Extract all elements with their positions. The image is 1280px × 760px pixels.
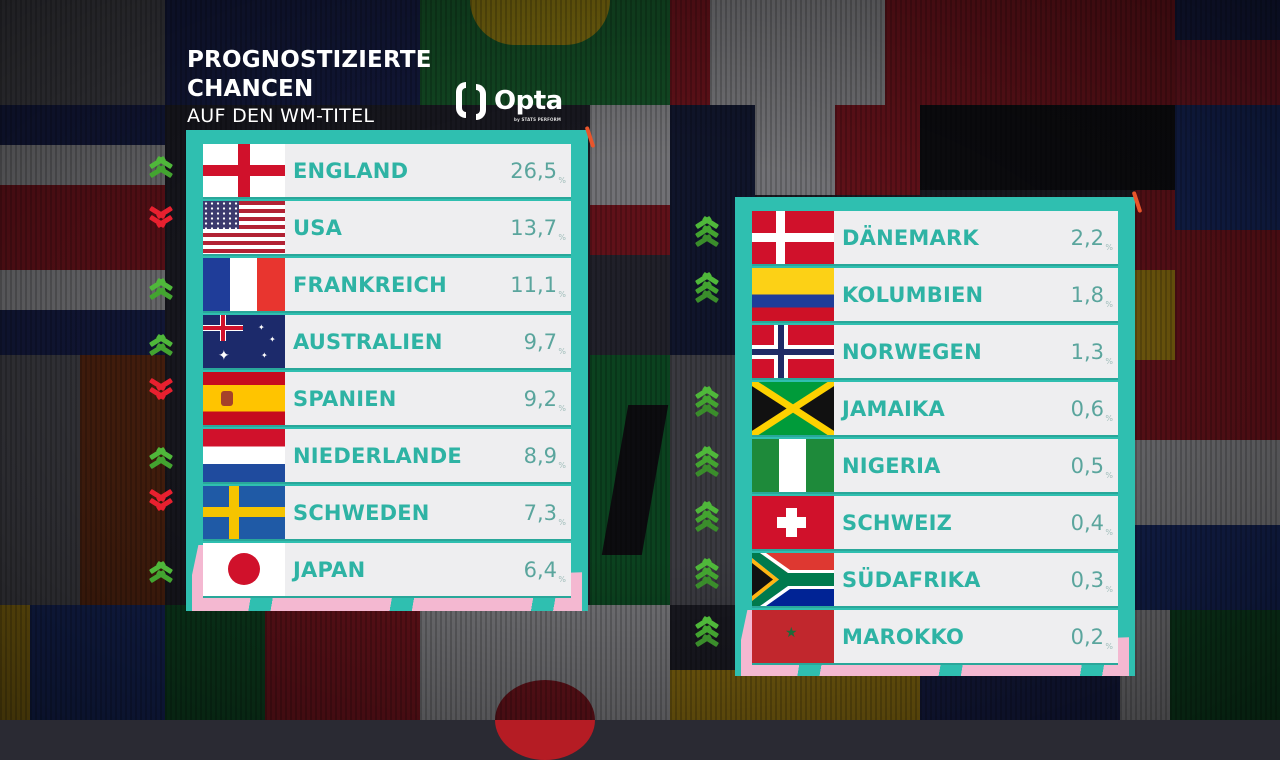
country-row: DÄNEMARK 2,2% bbox=[752, 211, 1118, 264]
country-row: SÜDAFRIKA 0,3% bbox=[752, 553, 1118, 606]
jamaica-flag-icon bbox=[752, 382, 834, 435]
probability-value: 0,3% bbox=[1070, 567, 1113, 594]
ranking-panel-left: ENGLAND 26,5% USA 13,7% FRANKREICH 11,1% bbox=[186, 125, 596, 611]
trend-down-icon bbox=[141, 382, 181, 400]
country-row: FRANKREICH 11,1% bbox=[203, 258, 571, 311]
country-name: JAPAN bbox=[293, 557, 366, 582]
country-name: NORWEGEN bbox=[842, 339, 982, 364]
morocco-flag-icon: ★ bbox=[752, 610, 834, 663]
country-name: KOLUMBIEN bbox=[842, 282, 984, 307]
trend-up-icon bbox=[141, 565, 181, 583]
country-row: NIEDERLANDE 8,9% bbox=[203, 429, 571, 482]
title-line-1: PROGNOSTIZIERTE bbox=[187, 47, 432, 73]
country-name: SCHWEIZ bbox=[842, 510, 953, 535]
country-row: NIGERIA 0,5% bbox=[752, 439, 1118, 492]
country-row: KOLUMBIEN 1,8% bbox=[752, 268, 1118, 321]
country-row: SCHWEIZ 0,4% bbox=[752, 496, 1118, 549]
probability-value: 7,3% bbox=[523, 500, 566, 527]
probability-value: 13,7% bbox=[510, 215, 566, 242]
country-name: FRANKREICH bbox=[293, 272, 447, 297]
country-name: SÜDAFRIKA bbox=[842, 567, 981, 592]
opta-logo-text: Opta by STATS PERFORM bbox=[494, 86, 563, 122]
opta-subtext: by STATS PERFORM bbox=[514, 117, 562, 122]
probability-value: 0,2% bbox=[1070, 624, 1113, 651]
probability-value: 9,7% bbox=[523, 329, 566, 356]
netherlands-flag-icon bbox=[203, 429, 285, 482]
country-row: SCHWEDEN 7,3% bbox=[203, 486, 571, 539]
england-flag-icon bbox=[203, 144, 285, 197]
country-name: JAMAIKA bbox=[842, 396, 945, 421]
title-block: PROGNOSTIZIERTE CHANCEN AUF DEN WM-TITEL bbox=[187, 46, 432, 128]
country-row: ENGLAND 26,5% bbox=[203, 144, 571, 197]
country-name: NIGERIA bbox=[842, 453, 941, 478]
country-name: AUSTRALIEN bbox=[293, 329, 443, 354]
trend-down-icon bbox=[141, 210, 181, 228]
probability-value: 9,2% bbox=[523, 386, 566, 413]
trend-up-icon bbox=[687, 220, 727, 247]
country-row: USA 13,7% bbox=[203, 201, 571, 254]
opta-logo-icon bbox=[456, 80, 486, 122]
trend-up-icon bbox=[687, 390, 727, 417]
australia-flag-icon: ✦ ✦ ✦ ✦ bbox=[203, 315, 285, 368]
nigeria-flag-icon bbox=[752, 439, 834, 492]
japan-flag-icon bbox=[203, 543, 285, 596]
country-name: ENGLAND bbox=[293, 158, 409, 183]
opta-wordmark: Opta bbox=[494, 86, 563, 116]
probability-value: 1,3% bbox=[1070, 339, 1113, 366]
trend-up-icon bbox=[687, 620, 727, 647]
trend-up-icon bbox=[687, 276, 727, 303]
probability-value: 0,5% bbox=[1070, 453, 1113, 480]
sweden-flag-icon bbox=[203, 486, 285, 539]
country-row: ★ MAROKKO 0,2% bbox=[752, 610, 1118, 663]
country-name: MAROKKO bbox=[842, 624, 965, 649]
country-name: SCHWEDEN bbox=[293, 500, 430, 525]
colombia-flag-icon bbox=[752, 268, 834, 321]
spain-flag-icon bbox=[203, 372, 285, 425]
title-line-2: CHANCEN bbox=[187, 76, 314, 102]
probability-value: 26,5% bbox=[510, 158, 566, 185]
ranking-panel-right: DÄNEMARK 2,2% KOLUMBIEN 1,8% NORWEGEN 1,… bbox=[735, 190, 1143, 676]
country-name: USA bbox=[293, 215, 343, 240]
country-name: SPANIEN bbox=[293, 386, 397, 411]
opta-logo: Opta by STATS PERFORM bbox=[456, 80, 563, 122]
usa-flag-icon bbox=[203, 201, 285, 254]
trend-up-icon bbox=[141, 160, 181, 178]
country-name: NIEDERLANDE bbox=[293, 443, 462, 468]
trend-up-icon bbox=[687, 562, 727, 589]
trend-down-icon bbox=[141, 493, 181, 511]
south-africa-flag-icon bbox=[752, 553, 834, 606]
denmark-flag-icon bbox=[752, 211, 834, 264]
country-row: SPANIEN 9,2% bbox=[203, 372, 571, 425]
trend-up-icon bbox=[687, 450, 727, 477]
trend-up-icon bbox=[141, 451, 181, 469]
trend-up-icon bbox=[141, 282, 181, 300]
country-row: JAPAN 6,4% bbox=[203, 543, 571, 596]
probability-value: 6,4% bbox=[523, 557, 566, 584]
probability-value: 0,4% bbox=[1070, 510, 1113, 537]
trend-up-icon bbox=[141, 338, 181, 356]
country-name: DÄNEMARK bbox=[842, 225, 979, 250]
country-row: JAMAIKA 0,6% bbox=[752, 382, 1118, 435]
france-flag-icon bbox=[203, 258, 285, 311]
trend-up-icon bbox=[687, 505, 727, 532]
probability-value: 2,2% bbox=[1070, 225, 1113, 252]
probability-value: 1,8% bbox=[1070, 282, 1113, 309]
country-row: ✦ ✦ ✦ ✦ AUSTRALIEN 9,7% bbox=[203, 315, 571, 368]
subtitle: AUF DEN WM-TITEL bbox=[187, 105, 375, 127]
switzerland-flag-icon bbox=[752, 496, 834, 549]
probability-value: 8,9% bbox=[523, 443, 566, 470]
norway-flag-icon bbox=[752, 325, 834, 378]
probability-value: 0,6% bbox=[1070, 396, 1113, 423]
probability-value: 11,1% bbox=[510, 272, 566, 299]
country-row: NORWEGEN 1,3% bbox=[752, 325, 1118, 378]
